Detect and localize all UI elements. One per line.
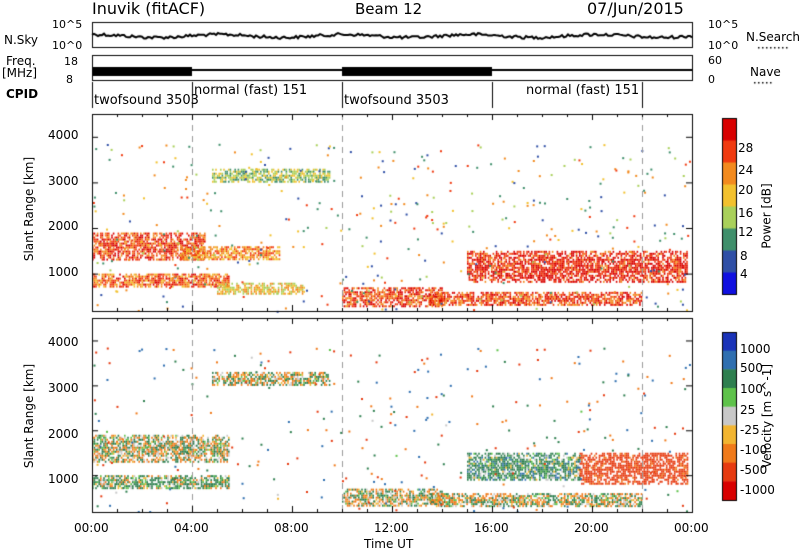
xtick-0800: 08:00 (274, 521, 309, 535)
power-cbar-label: Power [dB] (759, 183, 774, 249)
power-ytick-2000: 2000 (48, 219, 79, 233)
cpid-segment-label-4: normal (fast) 151 (526, 83, 640, 98)
velocity-ytick-3000: 3000 (48, 381, 79, 395)
nsky-tick-top: 10^5 (52, 18, 83, 31)
power-ytick-3000: 3000 (48, 174, 79, 188)
cpid-segment-label-3: twofsound 3503 (344, 93, 449, 108)
velocity-ytick-2000: 2000 (48, 427, 79, 441)
power-cbar-tick-24: 24 (738, 163, 754, 177)
nsearch-label: N.Search (746, 30, 800, 44)
freq-tick-bottom: 8 (66, 73, 73, 86)
power-cbar-tick-16: 16 (738, 206, 754, 220)
velocity-cbar-tick-neg100: -100 (740, 443, 768, 457)
velocity-cbar-label: Velocity [m s^-1] (760, 363, 775, 469)
freq-label: Freq. (6, 54, 36, 68)
xtick-1600: 16:00 (474, 521, 509, 535)
freq-tick-top: 18 (64, 55, 78, 68)
cpid-segment-label-1: twofsound 3503 (94, 93, 199, 108)
date-title: 07/Jun/2015 (587, 0, 684, 18)
xaxis-label: Time UT (364, 537, 414, 551)
velocity-cbar-tick-500: 500 (740, 361, 763, 375)
velocity-cbar-tick-25: 25 (740, 403, 756, 417)
station-title: Inuvik (fitACF) (92, 0, 206, 18)
cpid-segment-label-2: normal (fast) 151 (194, 83, 308, 98)
velocity-cbar-tick-neg500: -500 (740, 463, 768, 477)
freq-unit: [MHz] (2, 66, 38, 80)
velocity-cbar-tick-100: 100 (740, 382, 763, 396)
velocity-cbar-tick-1000: 1000 (740, 342, 771, 356)
nsearch-tick-top: 10^5 (708, 18, 739, 31)
velocity-ytick-4000: 4000 (48, 335, 79, 349)
power-ylabel: Slant Range [km] (22, 156, 37, 262)
nave-tick-bottom: 0 (708, 73, 715, 86)
nsearch-tick-bottom: 10^0 (708, 39, 739, 52)
velocity-cbar-tick-neg25: -25 (740, 423, 760, 437)
nsky-label: N.Sky (4, 33, 39, 47)
power-cbar-tick-4: 4 (740, 267, 748, 281)
velocity-ylabel: Slant Range [km] (22, 363, 37, 469)
power-ytick-4000: 4000 (48, 128, 79, 142)
xtick-0400: 04:00 (174, 521, 209, 535)
beam-title: Beam 12 (355, 0, 423, 18)
power-cbar-tick-8: 8 (740, 249, 748, 263)
xtick-2400: 00:00 (674, 521, 709, 535)
power-cbar-tick-12: 12 (738, 225, 754, 239)
xtick-0000: 00:00 (74, 521, 109, 535)
xtick-1200: 12:00 (374, 521, 409, 535)
power-ytick-1000: 1000 (48, 265, 79, 279)
nave-label: Nave (750, 65, 781, 79)
nave-tick-top: 60 (708, 54, 722, 67)
cpid-label: CPID (6, 87, 39, 101)
velocity-cbar-tick-neg1000: -1000 (740, 483, 775, 497)
power-cbar-tick-20: 20 (738, 183, 754, 197)
velocity-ytick-1000: 1000 (48, 472, 79, 486)
nsky-tick-bottom: 10^0 (52, 39, 83, 52)
power-cbar-tick-28: 28 (738, 141, 754, 155)
xtick-2000: 20:00 (574, 521, 609, 535)
